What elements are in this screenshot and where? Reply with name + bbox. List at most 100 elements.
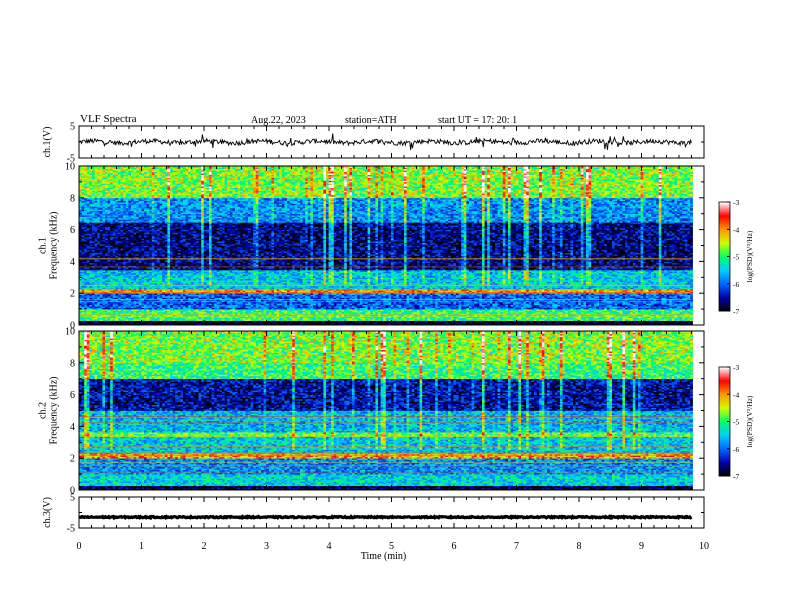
- ch1-spec-cell: [92, 283, 95, 285]
- ch1-spec-cell: [92, 194, 95, 196]
- ch1-spec-cell: [92, 238, 95, 240]
- ch1-spec-cell: [84, 212, 87, 214]
- ch1-spec-cell: [110, 264, 113, 266]
- ch1-spec-cell: [105, 318, 108, 320]
- ch1-spec-cell: [92, 220, 95, 222]
- ch1-spec-cell: [89, 260, 92, 262]
- ch1-spec-cell: [82, 225, 85, 227]
- ch1-spec-cell: [97, 244, 100, 246]
- ch1-spec-cell: [113, 194, 116, 196]
- ch1-spec-cell: [113, 254, 116, 256]
- ch1-spec-cell: [115, 318, 118, 320]
- ch1-spec-cell: [84, 321, 87, 323]
- ch1-spec-cell: [92, 254, 95, 256]
- ch1-spec-cell: [89, 194, 92, 196]
- ch1-spec-cell: [89, 244, 92, 246]
- ch1-spec-cell: [102, 172, 105, 174]
- ch1-spec-cell: [102, 273, 105, 275]
- ch1-spec-cell: [108, 270, 111, 272]
- ch1-spec-cell: [115, 283, 118, 285]
- ch1-spec-cell: [89, 267, 92, 269]
- ch1-spec-cell: [110, 175, 113, 177]
- ch1-spec-cell: [92, 302, 95, 304]
- ch1-spec-cell: [87, 321, 90, 323]
- ch1-spec-cell: [110, 169, 113, 171]
- ch1-spec-cell: [87, 260, 90, 262]
- ch1-spec-cell: [113, 178, 116, 180]
- ch1-spec-cell: [113, 188, 116, 190]
- ch1-spec-cell: [97, 280, 100, 282]
- ch1-spec-cell: [108, 178, 111, 180]
- ch1-spec-cell: [108, 321, 111, 323]
- ch1-spec-cell: [82, 238, 85, 240]
- ch1-spec-cell: [92, 169, 95, 171]
- ch1-spec-cell: [100, 283, 103, 285]
- ch1-spec-cell: [110, 286, 113, 288]
- ch1-spec-cell: [100, 175, 103, 177]
- ch1-spec-cell: [87, 201, 90, 203]
- ch1-spec-cell: [115, 238, 118, 240]
- ch1-spec-cell: [113, 276, 116, 278]
- ch1-spec-cell: [82, 178, 85, 180]
- ch1-spec-cell: [95, 175, 98, 177]
- ch1-spec-cell: [108, 283, 111, 285]
- ch1-spec-cell: [92, 244, 95, 246]
- ch1-spec-cell: [105, 204, 108, 206]
- ch1-spec-cell: [84, 178, 87, 180]
- ch1-spec-cell: [87, 286, 90, 288]
- ch1-spec-cell: [95, 254, 98, 256]
- ch1-spec-cell: [105, 302, 108, 304]
- ch1-spec-cell: [110, 273, 113, 275]
- ch1-spec-cell: [105, 181, 108, 183]
- ch1-spec-cell: [95, 228, 98, 230]
- ch1-spec-cell: [97, 305, 100, 307]
- ch1-spec-cell: [113, 296, 116, 298]
- ch1-spec-cell: [92, 181, 95, 183]
- ch1-spec-cell: [105, 308, 108, 310]
- ch1-spec-cell: [87, 207, 90, 209]
- ch1-spec-cell: [89, 264, 92, 266]
- ch1-spec-cell: [100, 204, 103, 206]
- ch1-spec-cell: [84, 260, 87, 262]
- ch1-spec-cell: [84, 169, 87, 171]
- ch1-spec-cell: [97, 318, 100, 320]
- ch1-spec-cell: [108, 212, 111, 214]
- ch1-spec-cell: [87, 267, 90, 269]
- ch1-spec-cell: [97, 217, 100, 219]
- ch1-spec-cell: [97, 207, 100, 209]
- ch1-spec-cell: [110, 244, 113, 246]
- ch1-spec-cell: [89, 188, 92, 190]
- ch1-spec-cell: [105, 238, 108, 240]
- ch1-spec-cell: [95, 244, 98, 246]
- ch1-spec-cell: [89, 220, 92, 222]
- ch1-spec-cell: [110, 209, 113, 211]
- ch1-spec-cell: [105, 185, 108, 187]
- ch1-spec-cell: [89, 273, 92, 275]
- ch1-spec-cell: [108, 251, 111, 253]
- ch1-spec-cell: [100, 276, 103, 278]
- ch1-spectrogram-panel: 0246810ch.1Frequency (kHz): [38, 162, 705, 332]
- ch1-spec-cell: [102, 286, 105, 288]
- ch1-spec-cell: [105, 212, 108, 214]
- ch1-spec-cell: [97, 238, 100, 240]
- ch1-spec-cell: [92, 318, 95, 320]
- ch1-spec-cell: [100, 238, 103, 240]
- ch1-spec-cell: [110, 276, 113, 278]
- ch1-spec-cell: [97, 233, 100, 235]
- ch1-spec-cell: [108, 241, 111, 243]
- ch1-spec-cell: [87, 194, 90, 196]
- ch1-spec-cell: [95, 276, 98, 278]
- ch1-spec-cell: [84, 204, 87, 206]
- ch1-spec-cell: [108, 172, 111, 174]
- ch1-spec-cell: [84, 296, 87, 298]
- ch1-spec-cell: [84, 318, 87, 320]
- ch1-spec-cell: [95, 220, 98, 222]
- ch1-spec-cell: [100, 321, 103, 323]
- ch1-spec-cell: [92, 241, 95, 243]
- ch1-spec-cell: [82, 222, 85, 224]
- ch1-spec-cell: [113, 181, 116, 183]
- ch1-spec-cell: [108, 225, 111, 227]
- ch1-spec-cell: [95, 283, 98, 285]
- ch1-spec-cell: [89, 217, 92, 219]
- ch1-spec-cell: [97, 201, 100, 203]
